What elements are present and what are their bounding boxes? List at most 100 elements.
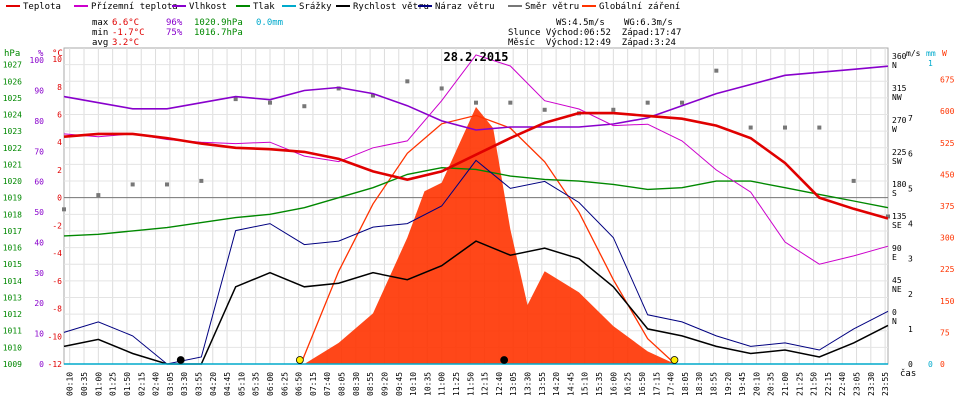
- wind-tick-label: 6: [908, 149, 913, 158]
- direction-tick-letter: SE: [892, 221, 902, 230]
- wind-direction-point: [783, 125, 787, 130]
- humidity-tick-label: 90: [34, 87, 44, 96]
- legend-swatch: [236, 4, 250, 7]
- rain-tick-label: 1: [928, 59, 933, 68]
- x-tick-label: 01:50: [123, 372, 132, 396]
- pressure-axis-label: hPa: [4, 49, 20, 59]
- x-tick-label: 03:55: [194, 372, 203, 396]
- wind-tick-label: 5: [908, 184, 913, 193]
- stats-wind-speed: WS:4.5m/s: [556, 18, 605, 28]
- legend-item-radiation: Globální záření: [582, 2, 680, 12]
- x-tick-label: 01:25: [109, 372, 118, 396]
- moon-marker: [500, 356, 509, 364]
- x-tick-label: 15:35: [595, 372, 604, 396]
- legend-item-ground-temperature: Přízemní teplota: [74, 2, 178, 12]
- x-tick-label: 06:25: [280, 372, 289, 396]
- wind-gust-line: [63, 159, 889, 365]
- legend-label: Přízemní teplota: [91, 2, 178, 12]
- wind-direction-point: [714, 68, 719, 73]
- temperature-tick-label: 2: [57, 166, 62, 175]
- x-tick-label: 02:15: [137, 372, 146, 396]
- humidity-tick-label: 80: [34, 117, 44, 126]
- wind-direction-point: [817, 125, 822, 130]
- x-tick-label: 16:25: [624, 372, 633, 396]
- x-tick-label: 01:00: [94, 372, 103, 396]
- temperature-tick-label: -4: [52, 249, 62, 258]
- humidity-axis-label: %: [38, 49, 44, 59]
- x-tick-label: 12:40: [495, 372, 504, 396]
- direction-tick-letter: N: [892, 317, 897, 326]
- rain-tick-label: 0: [928, 360, 933, 369]
- wind-direction-point: [371, 93, 375, 98]
- radiation-tick-label: 225: [940, 265, 955, 274]
- stats-sun: Slunce Východ:06:52 Západ:17:47: [508, 28, 682, 38]
- stats-temperature: 6.6°C -1.7°C 3.2°C: [112, 18, 145, 48]
- radiation-area: [304, 107, 676, 364]
- x-axis-label: čas: [900, 368, 916, 379]
- pressure-tick-label: 1011: [3, 327, 22, 336]
- direction-tick-letter: SW: [892, 157, 902, 166]
- x-tick-label: 17:40: [667, 372, 676, 396]
- wind-direction-point: [851, 178, 856, 183]
- x-tick-label: 02:40: [152, 372, 161, 396]
- legend-item-wind-gust: Náraz větru: [418, 2, 495, 12]
- stat-temp-min: -1.7°C: [112, 28, 145, 38]
- wind-tick-label: 3: [908, 255, 913, 264]
- legend-item-wind-speed: Rychlost větru: [336, 2, 429, 12]
- wind-tick-label: 0: [908, 360, 913, 369]
- wind-direction-point: [508, 100, 513, 105]
- wind-direction-point: [439, 86, 444, 91]
- x-tick-label: 23:55: [881, 372, 890, 396]
- wind-axis-label: m/s: [906, 49, 921, 58]
- pressure-tick-label: 1018: [3, 210, 22, 219]
- x-tick-label: 09:20: [380, 372, 389, 396]
- direction-tick-label: 315: [892, 84, 907, 93]
- pressure-tick-label: 1013: [3, 293, 22, 302]
- wind-tick-label: 7: [908, 114, 913, 123]
- temperature-tick-label: 6: [57, 111, 62, 120]
- direction-tick-label: 45: [892, 276, 902, 285]
- x-tick-label: 10:10: [409, 372, 418, 396]
- temperature-tick-label: -2: [52, 221, 62, 230]
- legend-swatch: [6, 4, 20, 7]
- x-tick-label: 09:45: [395, 372, 404, 396]
- temperature-tick-label: -10: [48, 332, 63, 341]
- pressure-line: [63, 166, 889, 237]
- legend-label: Teplota: [23, 2, 61, 12]
- x-tick-label: 22:15: [824, 372, 833, 396]
- stat-label-max: max: [92, 18, 109, 28]
- x-tick-label: 13:55: [538, 372, 547, 396]
- wind-direction-point: [268, 100, 272, 105]
- x-tick-label: 08:30: [352, 372, 361, 396]
- x-tick-label: 13:05: [509, 372, 518, 396]
- wind-direction-point: [748, 125, 753, 130]
- x-tick-label: 20:35: [767, 372, 776, 396]
- x-tick-label: 19:20: [724, 372, 733, 396]
- pressure-tick-label: 1010: [3, 343, 22, 352]
- theoretical-radiation-line: [300, 114, 676, 365]
- direction-tick-letter: E: [892, 253, 897, 262]
- humidity-tick-label: 20: [34, 299, 44, 308]
- sun-marker: [670, 356, 679, 364]
- wind-direction-point: [199, 178, 204, 183]
- stats-labels: max min avg: [92, 18, 108, 48]
- wind-direction-point: [302, 104, 307, 109]
- humidity-tick-label: 100: [30, 56, 45, 65]
- ground-temperature-line: [63, 54, 889, 265]
- wind-tick-label: 4: [908, 220, 913, 229]
- stat-press-min: 1016.7hPa: [194, 28, 243, 38]
- x-tick-label: 11:50: [466, 372, 475, 396]
- x-tick-label: 21:25: [795, 372, 804, 396]
- x-tick-label: 18:30: [695, 372, 704, 396]
- humidity-tick-label: 40: [34, 238, 44, 247]
- radiation-axis-label: W: [942, 49, 947, 58]
- x-tick-label: 22:40: [838, 372, 847, 396]
- legend-item-pressure: Tlak: [236, 2, 275, 12]
- temperature-line: [63, 111, 889, 220]
- legend-item-rain: Srážky: [282, 2, 332, 12]
- x-tick-label: 13:30: [524, 372, 533, 396]
- x-tick-label: 21:00: [781, 372, 790, 396]
- x-tick-label: 08:55: [366, 372, 375, 396]
- wind-direction-point: [680, 100, 684, 105]
